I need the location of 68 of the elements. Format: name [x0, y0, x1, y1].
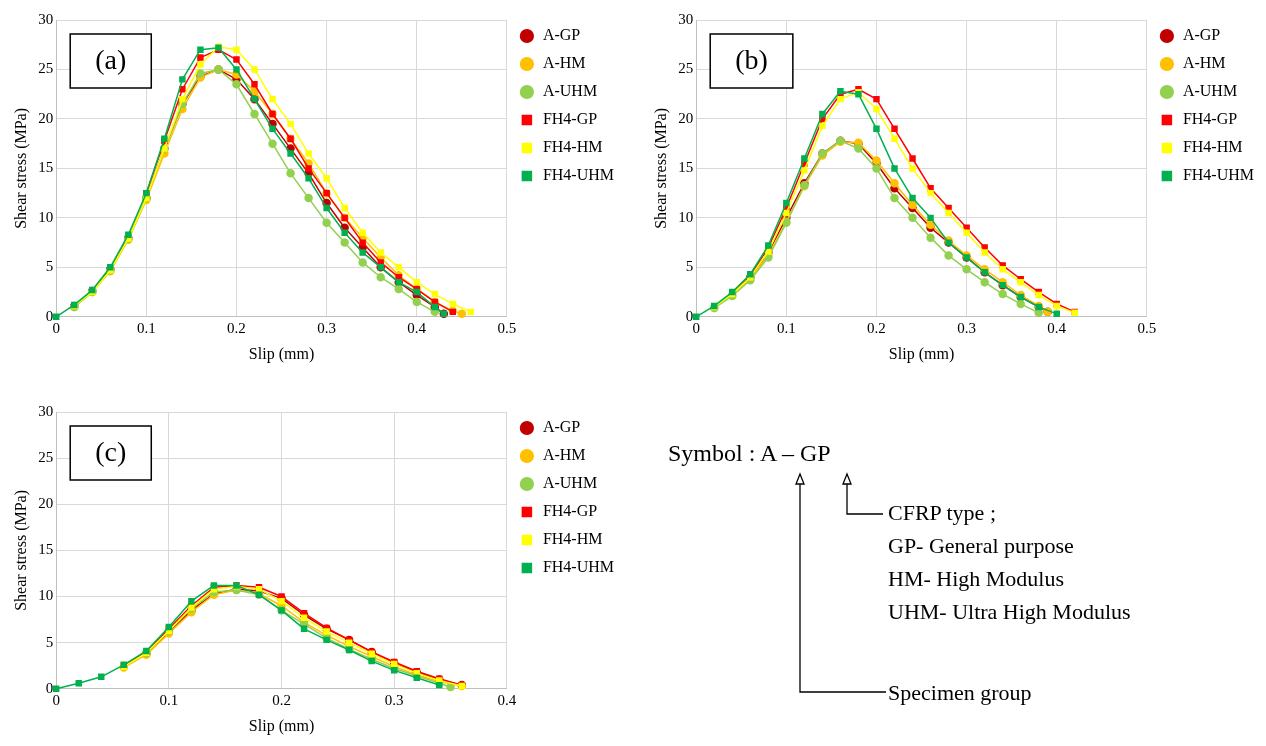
x-axis-title: Slip (mm) [248, 344, 315, 363]
legend-label: A-UHM [542, 474, 598, 492]
legend-label: A-UHM [542, 82, 598, 100]
legend-label: A-GP [542, 418, 581, 436]
annotation: (a) [95, 44, 127, 76]
text: CFRP type ; [888, 500, 996, 526]
legend-label: FH4-HM [542, 530, 603, 548]
x-axis-title: Slip (mm) [248, 716, 315, 735]
legend-label: A-GP [1182, 26, 1221, 44]
y-tick-label: 25 [38, 60, 54, 77]
x-tick-label: 0.3 [957, 319, 976, 336]
y-tick-label: 0 [45, 307, 54, 324]
y-tick-label: 10 [678, 208, 694, 225]
x-tick-label: 0.3 [317, 319, 336, 336]
x-tick-label: 0.4 [497, 691, 517, 708]
x-tick-label: 0.5 [497, 319, 517, 336]
text: Specimen group [888, 680, 1032, 706]
y-tick-label: 25 [678, 60, 694, 77]
legend-label: FH4-GP [542, 110, 598, 128]
legend-label: A-UHM [1182, 82, 1238, 100]
y-axis-title: Shear stress (MPa) [11, 489, 30, 611]
y-tick-label: 15 [678, 159, 694, 176]
y-tick-label: 30 [678, 10, 694, 27]
y-tick-label: 30 [38, 402, 54, 419]
legend-label: FH4-UHM [542, 166, 615, 184]
y-tick-label: 10 [38, 587, 54, 604]
y-tick-label: 20 [38, 109, 54, 126]
annotation: (b) [735, 44, 768, 76]
x-tick-label: 0.4 [1047, 319, 1067, 336]
legend-label: A-GP [542, 26, 581, 44]
text: Symbol : A – GP [668, 440, 831, 467]
legend-label: FH4-GP [542, 502, 598, 520]
annotation: (c) [95, 436, 127, 468]
legend-label: FH4-HM [1182, 138, 1243, 156]
y-axis-title: Shear stress (MPa) [11, 107, 30, 229]
y-tick-label: 5 [45, 258, 54, 275]
y-axis-title: Shear stress (MPa) [651, 107, 670, 229]
legend-label: FH4-UHM [1182, 166, 1255, 184]
text: UHM- Ultra High Modulus [888, 599, 1131, 625]
x-tick-label: 0.1 [159, 691, 179, 708]
x-tick-label: 0.2 [867, 319, 886, 336]
x-tick-label: 0.3 [384, 691, 404, 708]
y-tick-label: 15 [38, 541, 54, 558]
legend-label: FH4-GP [1182, 110, 1238, 128]
y-tick-label: 20 [678, 109, 694, 126]
y-tick-label: 15 [38, 159, 54, 176]
legend-label: A-HM [542, 446, 586, 464]
y-tick-label: 0 [45, 679, 54, 696]
text: HM- High Modulus [888, 566, 1065, 592]
x-tick-label: 0.1 [776, 319, 796, 336]
y-tick-label: 0 [685, 307, 694, 324]
y-tick-label: 25 [38, 449, 54, 466]
legend-label: FH4-UHM [542, 558, 615, 576]
x-tick-label: 0.1 [136, 319, 156, 336]
x-axis-title: Slip (mm) [888, 344, 955, 363]
legend-label: FH4-HM [542, 138, 603, 156]
y-tick-label: 5 [45, 633, 54, 650]
legend-label: A-HM [1182, 54, 1226, 72]
y-tick-label: 20 [38, 495, 54, 512]
text: GP- General purpose [888, 533, 1074, 559]
x-tick-label: 0.2 [272, 691, 291, 708]
y-tick-label: 5 [685, 258, 694, 275]
x-tick-label: 0.2 [227, 319, 246, 336]
y-tick-label: 10 [38, 208, 54, 225]
x-tick-label: 0.5 [1137, 319, 1157, 336]
y-tick-label: 30 [38, 10, 54, 27]
legend-label: A-HM [542, 54, 586, 72]
x-tick-label: 0.4 [407, 319, 427, 336]
